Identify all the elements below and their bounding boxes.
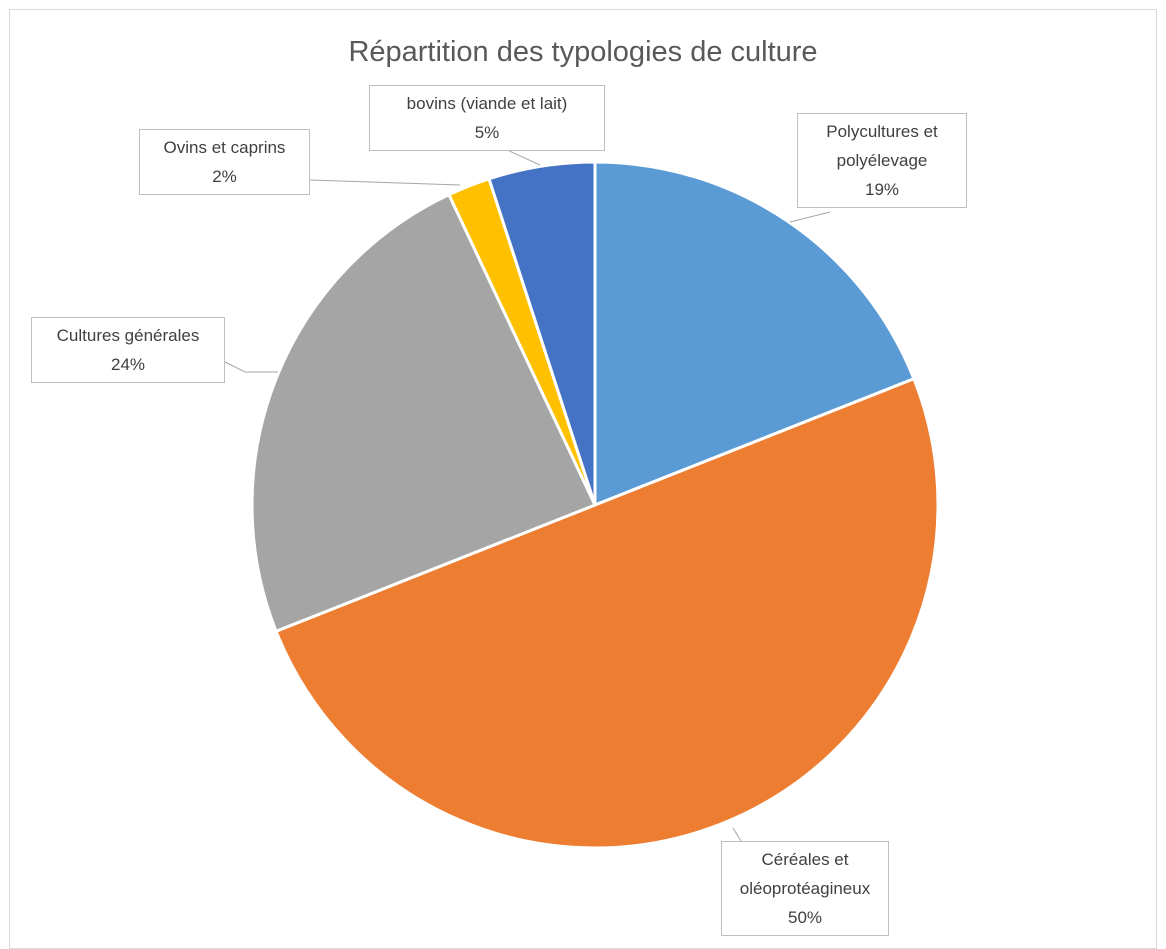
leader-line [789,211,831,223]
pie-slice [487,160,597,506]
page: {"chart_data": {"type": "pie", "title": … [9,9,1157,949]
data-label: Céréales et oléoprotéagineux 50% [721,841,889,936]
data-label: Cultures générales 24% [31,317,225,383]
data-label: Polycultures et polyélevage 19% [797,113,967,208]
data-label: Ovins et caprins 2% [139,129,310,195]
data-label-value: 19% [864,180,900,199]
data-label-name: Polycultures et polyélevage [826,122,938,170]
leader-line [504,148,541,166]
data-label-name: Ovins et caprins [163,138,286,157]
data-label-name: Céréales et oléoprotéagineux [739,850,871,898]
pie-slice [274,376,940,850]
pie-slice [250,192,598,634]
leader-line [309,179,461,186]
leader-line [732,827,742,842]
data-label-name: bovins (viande et lait) [406,94,568,113]
data-label-value: 2% [212,167,237,186]
chart-title: Répartition des typologies de culture [348,36,818,68]
data-label-value: 50% [787,908,823,927]
leader-line [224,361,278,373]
data-label-value: 24% [110,355,146,374]
pie-chart [224,148,940,850]
data-label: bovins (viande et lait) 5% [369,85,605,151]
pie-slice [593,160,916,508]
data-label-name: Cultures générales [56,326,200,345]
data-label-value: 5% [474,123,500,142]
